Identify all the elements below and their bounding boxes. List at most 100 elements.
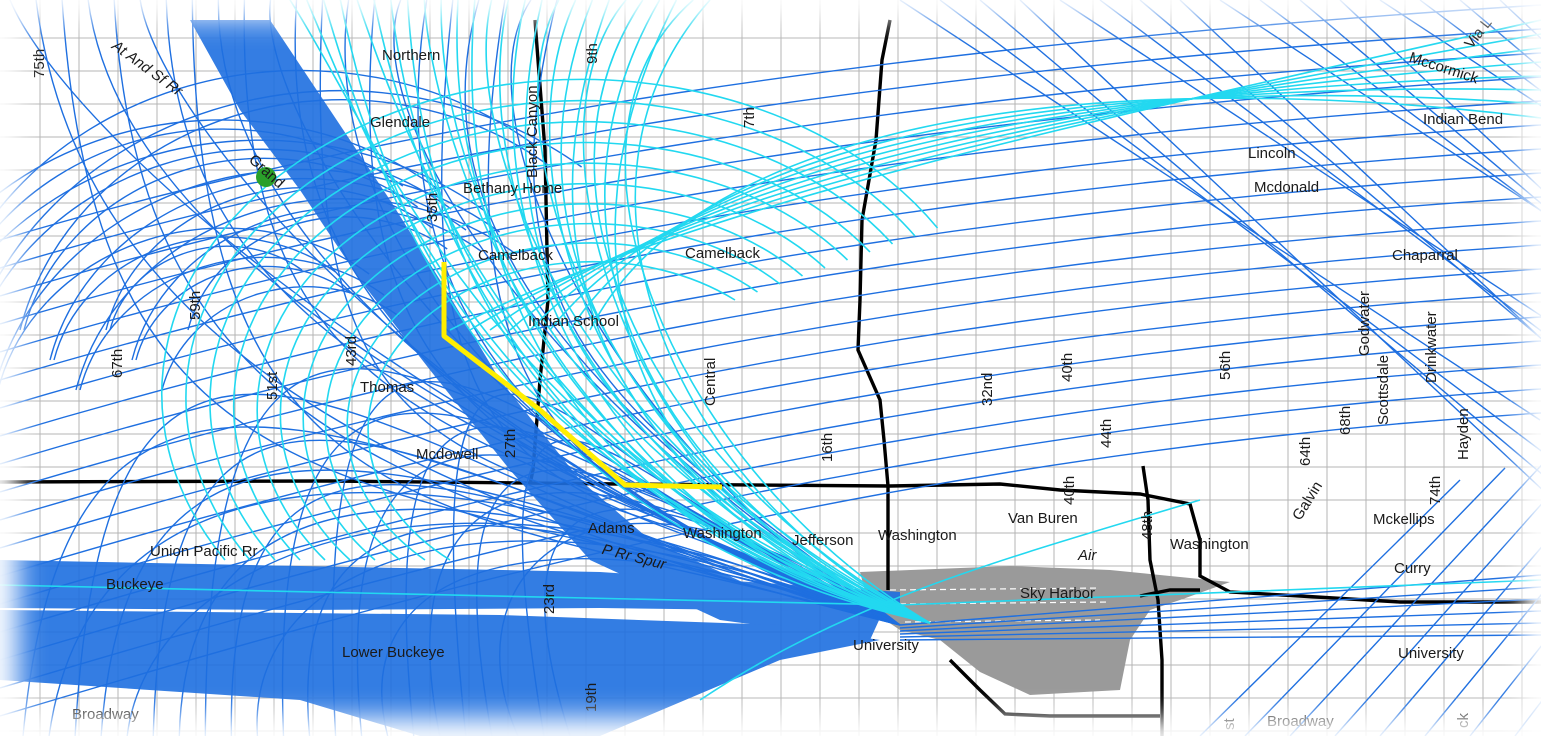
label-mcdonald: Mcdonald: [1254, 179, 1320, 196]
label-camelback-w: Camelback: [478, 247, 554, 264]
flight-track: [471, 0, 931, 624]
label-scottsdale: Scottsdale: [1375, 354, 1392, 425]
flight-track: [899, 610, 1541, 635]
flight-track: [0, 579, 1541, 606]
flight-track: [560, 0, 931, 624]
label-adams: Adams: [588, 520, 635, 537]
flight-track: [346, 242, 758, 561]
label-16th: 16th: [819, 432, 836, 462]
label-59th: 59th: [187, 290, 204, 320]
flight-track: [614, 0, 931, 624]
flight-track: [582, 0, 931, 624]
label-9th: 9th: [584, 43, 601, 64]
flight-track: [209, 120, 894, 561]
flight-track: [1019, 0, 1541, 490]
flight-track: [0, 148, 1541, 409]
label-washington-w: Washington: [683, 525, 762, 542]
label-68th: 68th: [1337, 405, 1354, 435]
dense-corridors: [0, 20, 900, 736]
flight-track: [79, 256, 385, 391]
label-washington-c: Washington: [878, 527, 957, 544]
flight-track: [509, 61, 1541, 331]
flight-track: [161, 286, 400, 391]
flight-track: [0, 89, 583, 276]
flight-track: [899, 622, 1541, 638]
flight-track: [131, 207, 482, 361]
label-godwater: Godwater: [1356, 290, 1373, 356]
flight-track: [0, 4, 1541, 241]
flight-track: [1469, 645, 1541, 736]
label-glendale: Glendale: [370, 114, 431, 131]
flight-track: [53, 236, 337, 361]
flight-track: [1099, 0, 1541, 332]
flight-track: [423, 0, 931, 624]
highway-south: [948, 658, 1160, 718]
label-union-pacific: Union Pacific Rr: [150, 543, 258, 560]
flight-track: [899, 574, 1541, 626]
flight-track: [485, 0, 931, 624]
label-75th: 75th: [31, 48, 48, 78]
flight-track: [1379, 0, 1541, 107]
flight-track: [1379, 546, 1541, 736]
label-lincoln: Lincoln: [1248, 145, 1296, 162]
flight-track: [512, 0, 931, 624]
label-air: Air: [1078, 547, 1097, 564]
flight-track: [464, 0, 901, 626]
label-university-c: University: [853, 637, 919, 654]
flight-track: [604, 0, 931, 624]
label-northern: Northern: [382, 47, 441, 64]
flight-track: [469, 33, 1541, 331]
flight-track: [548, 0, 931, 624]
label-74th: 74th: [1427, 475, 1444, 505]
flight-track: [1299, 0, 1541, 205]
flight-track: [1424, 593, 1541, 736]
flight-track: [979, 0, 1541, 475]
label-drinkwater: Drinkwater: [1423, 311, 1440, 383]
flight-track: [589, 97, 1541, 331]
label-43rd: 43rd: [343, 335, 360, 366]
flight-track: [1339, 0, 1541, 190]
flight-track: [0, 220, 1541, 493]
label-7th: 7th: [741, 107, 758, 128]
flight-track: [302, 203, 804, 561]
flight-track: [549, 88, 1541, 331]
flight-track: [0, 316, 1541, 605]
flight-track: [449, 19, 1541, 331]
flight-track: [1199, 479, 1461, 736]
flight-track: [0, 124, 1541, 381]
label-mckellips: Mckellips: [1373, 511, 1435, 528]
highlighted-route: [441, 262, 723, 490]
label-23rd: 23rd: [541, 583, 558, 614]
flight-track: [498, 0, 931, 624]
label-st-partial: st: [1221, 718, 1238, 730]
highway-202: [1139, 588, 1200, 598]
label-bethany-home: Bethany Home: [463, 180, 563, 197]
label-lower-buckeye: Lower Buckeye: [342, 644, 445, 661]
label-sky-harbor: Sky Harbor: [1020, 585, 1096, 602]
flight-track: [593, 0, 931, 624]
label-indian-bend: Indian Bend: [1423, 111, 1504, 128]
flight-track: [1179, 0, 1541, 340]
flight-track: [569, 94, 1541, 331]
flight-track: [19, 99, 549, 331]
flight-track: [1244, 467, 1506, 736]
label-ck-partial: ck: [1455, 713, 1472, 728]
label-27th: 27th: [502, 428, 519, 458]
flight-track: [322, 0, 931, 624]
label-central: Central: [702, 357, 719, 406]
flight-track: [279, 182, 826, 561]
flight-track: [0, 168, 501, 373]
flight-track: [456, 0, 931, 624]
corridor-north: [190, 20, 880, 640]
flight-track: [529, 75, 1541, 331]
flight-track: [109, 245, 303, 331]
flight-track: [533, 0, 901, 626]
label-40th: 40th: [1059, 352, 1076, 382]
flight-track: [0, 69, 534, 210]
flight-track: [390, 0, 931, 624]
flight-track: [306, 0, 931, 624]
flight-track: [489, 47, 1541, 331]
highway-sr51: [856, 19, 892, 590]
label-black-canyon: Black Canyon: [524, 85, 541, 178]
label-35th: 35th: [424, 192, 441, 222]
